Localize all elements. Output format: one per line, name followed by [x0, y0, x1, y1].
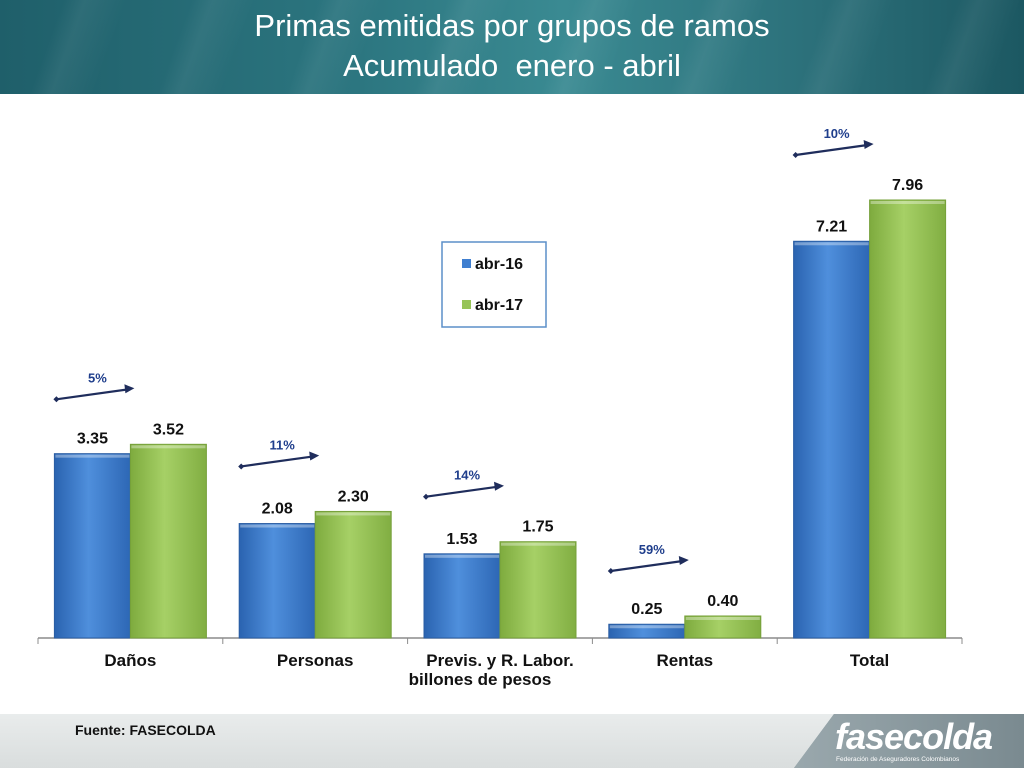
value-label: 1.75 [522, 519, 553, 536]
footer-bar: Fuente: FASECOLDA fasecolda Federación d… [0, 714, 1024, 768]
bar-highlight [316, 512, 391, 516]
bar-highlight [240, 524, 315, 528]
growth-label: 59% [639, 542, 665, 557]
bar-abr-16 [423, 553, 501, 639]
value-label: 7.21 [816, 218, 847, 235]
growth-arrow [795, 143, 868, 157]
bar-abr-16 [793, 240, 871, 639]
growth-arrow [56, 388, 129, 401]
bar-highlight [425, 554, 499, 558]
category-label: Rentas [656, 651, 713, 670]
growth-arrow [610, 559, 683, 573]
legend-box [441, 241, 547, 328]
legend-swatch [462, 300, 471, 309]
growth-arrowhead [124, 384, 135, 394]
growth-arrowhead [863, 140, 874, 149]
growth-arrow [425, 485, 499, 498]
legend-label: abr-17 [475, 297, 523, 314]
value-label: 7.96 [892, 177, 923, 194]
growth-arrow-tail [238, 463, 245, 470]
bar-highlight [131, 445, 206, 449]
page-subtitle: Acumulado enero - abril [343, 48, 681, 83]
growth-arrow-tail [423, 493, 429, 500]
category-label: Total [850, 651, 889, 670]
bar-abr-17 [869, 199, 947, 639]
legend-label: abr-16 [475, 256, 523, 273]
bar-highlight [794, 242, 869, 246]
bar-highlight [609, 625, 684, 629]
growth-label: 5% [88, 370, 107, 385]
bar-chart: Daños 3.35 3.52 Personas 2.08 2.30 Previs. y R… [37, 126, 963, 689]
growth-label: 10% [824, 126, 850, 141]
value-label: 2.08 [262, 501, 293, 518]
header-banner: Primas emitidas por grupos de ramos Acum… [0, 0, 1024, 94]
category-label: Personas [277, 651, 354, 670]
growth-arrow-tail [53, 396, 60, 403]
bar-abr-17 [129, 443, 207, 639]
page-title: Primas emitidas por grupos de ramos [254, 8, 770, 43]
header-texture [0, 0, 1024, 94]
growth-arrowhead [494, 481, 504, 491]
bar-abr-17 [314, 510, 392, 639]
x-axis-title: billones de pesos [409, 670, 552, 689]
logo-subtitle: Federación de Aseguradores Colombianos [836, 756, 960, 763]
value-label: 0.40 [707, 593, 738, 610]
growth-arrow-tail [607, 567, 614, 574]
growth-arrowhead [678, 555, 689, 565]
bar-abr-17 [499, 541, 577, 639]
value-label: 0.25 [631, 601, 662, 618]
bar-highlight [870, 201, 945, 204]
value-label: 2.30 [338, 488, 369, 505]
category-label: Daños [104, 651, 156, 670]
growth-arrowhead [309, 451, 320, 461]
growth-arrow-tail [792, 152, 799, 158]
bar-highlight [501, 542, 575, 546]
legend-swatch [462, 259, 471, 268]
fasecolda-logo [794, 714, 1024, 768]
source-note: Fuente: FASECOLDA [75, 722, 216, 738]
growth-label: 14% [454, 468, 480, 483]
category-label: Previs. y R. Labor. [426, 651, 573, 670]
value-label: 3.52 [153, 421, 184, 438]
bar-abr-16 [53, 453, 131, 639]
growth-arrow [241, 455, 314, 468]
growth-label: 11% [270, 437, 296, 452]
value-label: 1.53 [446, 531, 477, 548]
logo-wordmark: fasecolda [835, 716, 993, 757]
bar-highlight [685, 616, 760, 620]
bar-highlight [55, 454, 130, 458]
bar-abr-16 [238, 523, 316, 639]
value-label: 3.35 [77, 431, 108, 448]
bar-abr-17 [684, 615, 762, 639]
